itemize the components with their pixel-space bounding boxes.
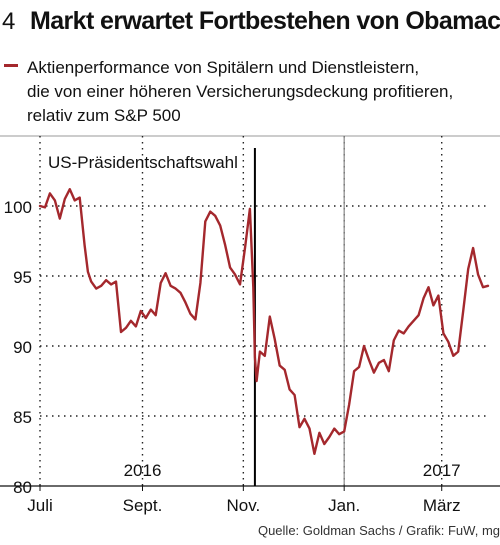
- x-tick-label: Sept.: [123, 496, 163, 515]
- y-tick-label: 80: [13, 478, 32, 497]
- year-label: 2016: [124, 461, 162, 480]
- x-tick-label: Jan.: [328, 496, 360, 515]
- chart-title: Markt erwartet Fortbestehen von Obamacar…: [30, 7, 500, 35]
- x-tick-label: Juli: [27, 496, 53, 515]
- x-tick-label: Nov.: [226, 496, 260, 515]
- legend-line-1: Aktienperformance von Spitälern und Dien…: [27, 58, 420, 77]
- y-tick-label: 85: [13, 408, 32, 427]
- chart-header: 4 Markt erwartet Fortbestehen von Obamac…: [0, 0, 500, 44]
- legend-line-2: die von einer höheren Versicherungsdecku…: [27, 82, 454, 101]
- year-label: 2017: [423, 461, 461, 480]
- y-tick-label: 100: [4, 198, 32, 217]
- election-annotation: US-Präsidentschaftswahl: [48, 153, 238, 172]
- chart-number: 4: [2, 8, 16, 35]
- y-tick-label: 90: [13, 338, 32, 357]
- source-note: Quelle: Goldman Sachs / Grafik: FuW, mg: [257, 523, 500, 538]
- legend-swatch: [4, 64, 18, 67]
- y-tick-label: 95: [13, 268, 32, 287]
- legend-line-3: relativ zum S&P 500: [27, 106, 181, 125]
- series-line: [38, 187, 490, 455]
- x-tick-label: März: [423, 496, 461, 515]
- legend-entry: Aktienperformance von Spitälern und Dien…: [27, 56, 497, 128]
